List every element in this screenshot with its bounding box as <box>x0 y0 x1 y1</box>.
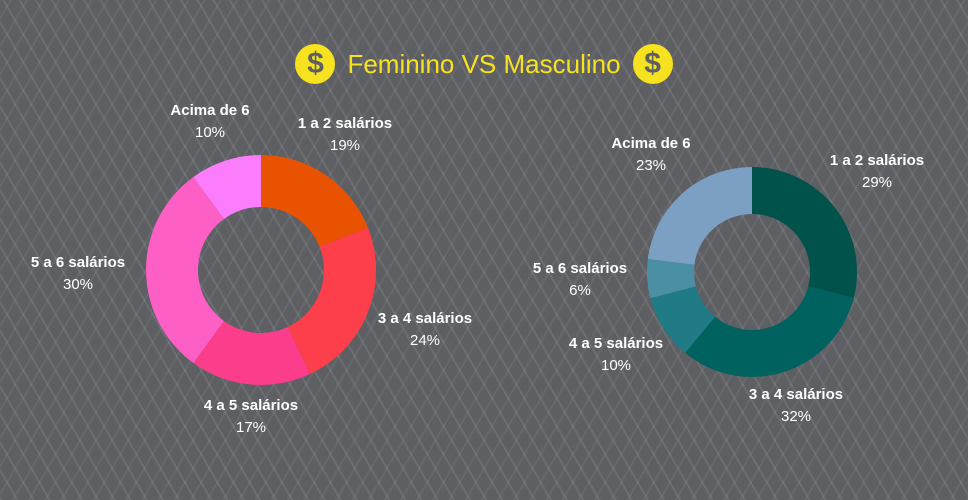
label-feminino-4-a-5-salarios: 4 a 5 salários <box>204 397 298 414</box>
donut-feminino: 1 a 2 salários 19% 3 a 4 salários 24% 4 a 5 … <box>31 102 472 436</box>
slice-feminino-1-a-2-salarios <box>261 155 368 247</box>
slice-masculino-3-a-4-salarios <box>685 286 854 378</box>
value-masculino-4-a-5-salarios: 10% <box>601 357 631 374</box>
chart-header: $ Feminino VS Masculino $ <box>0 44 968 84</box>
value-masculino-3-a-4-salarios: 32% <box>781 408 811 425</box>
slice-feminino-5-a-6-salarios <box>145 176 224 364</box>
value-feminino-5-a-6-salarios: 30% <box>63 276 93 293</box>
label-feminino-acima-de-6: Acima de 6 <box>170 102 249 119</box>
dollar-coin-icon: $ <box>295 44 336 84</box>
label-masculino-1-a-2-salarios: 1 a 2 salários <box>830 152 924 169</box>
label-feminino-3-a-4-salarios: 3 a 4 salários <box>378 310 472 327</box>
label-feminino-5-a-6-salarios: 5 a 6 salários <box>31 254 125 271</box>
slice-masculino-4-a-5-salarios <box>650 286 716 353</box>
value-feminino-acima-de-6: 10% <box>195 124 225 141</box>
label-masculino-3-a-4-salarios: 3 a 4 salários <box>749 386 843 403</box>
chart-title: Feminino VS Masculino <box>347 48 621 79</box>
value-feminino-4-a-5-salarios: 17% <box>236 419 266 436</box>
label-feminino-1-a-2-salarios: 1 a 2 salários <box>298 115 392 132</box>
slice-feminino-4-a-5-salarios <box>193 320 310 385</box>
value-masculino-5-a-6-salarios: 6% <box>569 282 591 299</box>
value-feminino-1-a-2-salarios: 19% <box>330 137 360 154</box>
slice-feminino-3-a-4-salarios <box>287 227 376 375</box>
value-feminino-3-a-4-salarios: 24% <box>410 332 440 349</box>
label-masculino-5-a-6-salarios: 5 a 6 salários <box>533 260 627 277</box>
slice-masculino-acima-de-6 <box>647 167 752 265</box>
donut-masculino: 1 a 2 salários 29% 3 a 4 salários 32% 4 a 5 … <box>533 135 924 425</box>
label-masculino-4-a-5-salarios: 4 a 5 salários <box>569 335 663 352</box>
value-masculino-1-a-2-salarios: 29% <box>862 174 892 191</box>
value-masculino-acima-de-6: 23% <box>636 157 666 174</box>
dollar-coin-icon: $ <box>632 44 673 84</box>
label-masculino-acima-de-6: Acima de 6 <box>611 135 690 152</box>
slice-masculino-1-a-2-salarios <box>752 167 857 299</box>
slice-feminino-acima-de-6 <box>193 155 261 220</box>
slice-masculino-5-a-6-salarios <box>647 258 696 299</box>
